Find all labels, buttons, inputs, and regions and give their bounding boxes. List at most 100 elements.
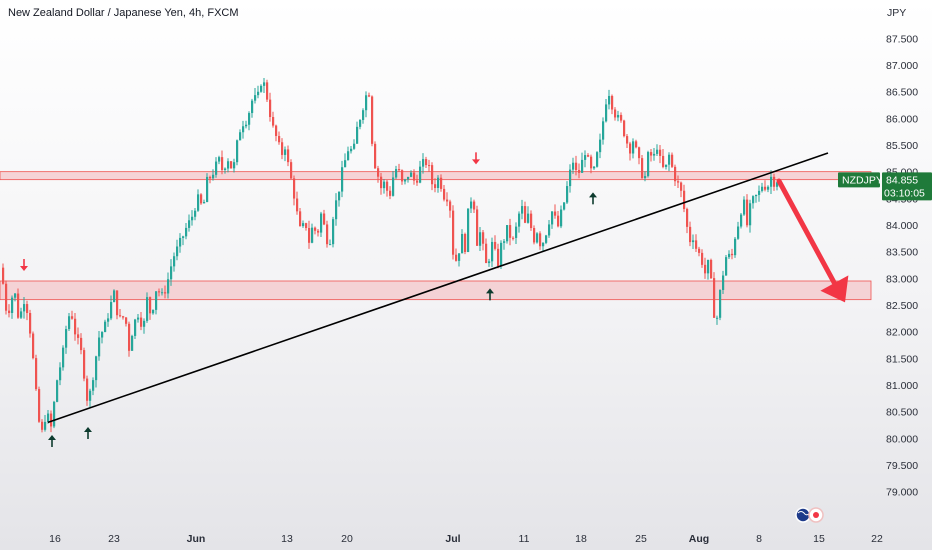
candle-body (695, 240, 698, 249)
candle-body (416, 180, 419, 183)
candle-body (101, 332, 104, 338)
candle-body (218, 157, 221, 162)
candle-body (149, 297, 152, 314)
candle-body (650, 152, 653, 156)
candle-body (293, 178, 296, 199)
candle-body (566, 186, 569, 203)
candle-body (545, 235, 548, 243)
candle-body (761, 186, 764, 191)
time-tick-label: 20 (341, 533, 353, 545)
candle-body (68, 316, 71, 330)
candle-body (140, 317, 143, 327)
candle-body (230, 161, 233, 169)
candle-body (446, 199, 449, 202)
candle-body (515, 226, 518, 238)
price-tag: NZDJPY 84.855 03:10:05 (838, 172, 932, 201)
time-tick-label: Jun (187, 533, 206, 545)
candle-body (443, 188, 446, 200)
candle-body (236, 140, 239, 163)
candle-body (308, 228, 311, 243)
chart-title: New Zealand Dollar / Japanese Yen, 4h, F… (8, 7, 239, 19)
candle-body (281, 142, 284, 155)
candle-body (257, 91, 260, 96)
price-axis[interactable]: 87.50087.00086.50086.00085.50085.00084.5… (886, 33, 918, 498)
candle-body (653, 153, 656, 156)
candle-body (116, 290, 119, 316)
candle-body (269, 99, 272, 117)
candle-body (47, 413, 50, 422)
candle-body (179, 237, 182, 247)
candle-body (332, 219, 335, 245)
candle-body (692, 240, 695, 243)
candle-body (344, 160, 347, 168)
candle-body (593, 166, 596, 169)
candle-body (209, 176, 212, 179)
bottom-right-icons (795, 507, 824, 523)
candle-body (659, 149, 662, 156)
time-tick-label: 15 (813, 533, 825, 545)
time-axis[interactable]: 16 23 Jun 13 20 Jul 11 18 25 Aug 8 15 22 (49, 533, 883, 545)
candle-body (287, 149, 290, 163)
candle-body (215, 161, 218, 175)
candle-body (458, 253, 461, 261)
candle-layer (2, 77, 779, 433)
candle-body (638, 147, 641, 159)
up-arrow-marker-head (84, 427, 92, 432)
candle-body (755, 194, 758, 197)
candle-body (554, 211, 557, 216)
candle-body (362, 110, 365, 120)
candle-body (392, 177, 395, 196)
candle-body (353, 143, 356, 149)
candle-body (488, 261, 491, 264)
candle-body (167, 279, 170, 294)
price-axis-unit: JPY (887, 7, 906, 19)
candle-body (518, 213, 521, 227)
candle-body (128, 323, 131, 351)
candle-body (617, 114, 620, 118)
candle-body (335, 200, 338, 220)
candle-body (251, 100, 254, 114)
globe-icon[interactable] (795, 507, 811, 523)
price-tag-price-bg (882, 172, 932, 201)
candle-body (305, 223, 308, 229)
record-icon[interactable] (808, 507, 824, 523)
time-tick-label: 23 (108, 533, 120, 545)
time-tick-label: 16 (49, 533, 61, 545)
candle-body (239, 132, 242, 141)
forecast-arrow-shaft (776, 178, 837, 286)
price-tick-label: 87.500 (886, 33, 918, 45)
candle-body (776, 182, 779, 187)
candle-body (296, 198, 299, 212)
price-tag-symbol-bg (838, 172, 880, 188)
candle-body (419, 166, 422, 183)
candle-body (689, 226, 692, 243)
candle-body (5, 283, 8, 311)
candle-body (740, 214, 743, 227)
candle-body (608, 95, 611, 105)
price-tick-label: 84.000 (886, 220, 918, 232)
candle-body (626, 136, 629, 144)
candle-body (440, 177, 443, 189)
annotation-layer (20, 152, 849, 447)
candle-body (65, 329, 68, 348)
candle-body (590, 156, 593, 169)
candle-body (542, 242, 545, 247)
candle-body (50, 413, 53, 427)
candle-body (14, 293, 17, 298)
candle-body (320, 213, 323, 233)
candle-body (212, 174, 215, 179)
price-tag-symbol: NZDJPY (842, 174, 883, 186)
candle-body (665, 164, 668, 167)
time-tick-label: 18 (575, 533, 587, 545)
candle-body (368, 95, 371, 97)
candle-body (299, 211, 302, 227)
candle-body (398, 169, 401, 171)
candle-body (557, 215, 560, 227)
candle-body (647, 152, 650, 177)
candle-body (377, 168, 380, 177)
candle-body (758, 190, 761, 195)
candle-body (233, 162, 236, 169)
candle-body (539, 233, 542, 247)
candle-body (194, 210, 197, 217)
